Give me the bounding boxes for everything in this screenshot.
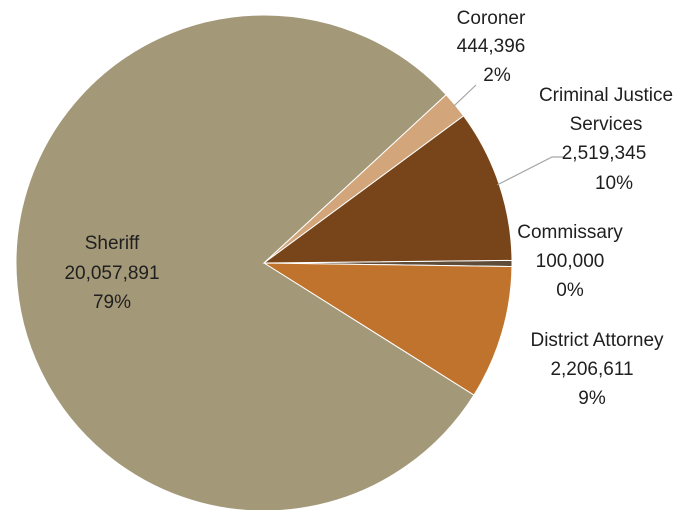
label-cjs-value: 2,519,345: [562, 143, 647, 164]
label-da-name: District Attorney: [530, 330, 664, 351]
leader-line-criminal-justice-services: [497, 156, 563, 186]
label-commissary-percent: 0%: [556, 280, 584, 301]
pie-slice-district-attorney: [262, 262, 513, 396]
label-cjs-name-line1: Criminal Justice: [539, 85, 673, 106]
label-sheriff-value: 20,057,891: [64, 263, 159, 284]
label-coroner: Coroner 444,396 2%: [457, 8, 526, 86]
label-sheriff-name: Sheriff: [85, 233, 140, 254]
label-district-attorney: District Attorney 2,206,611 9%: [530, 330, 664, 409]
label-sheriff-percent: 79%: [93, 292, 131, 313]
leader-line-coroner: [453, 84, 477, 107]
label-cjs-name-line2: Services: [570, 114, 643, 135]
label-commissary-name: Commissary: [517, 222, 623, 243]
label-sheriff: Sheriff 20,057,891 79%: [64, 233, 159, 313]
label-coroner-name: Coroner: [457, 8, 526, 29]
label-cjs-percent: 10%: [595, 173, 633, 194]
label-da-value: 2,206,611: [550, 359, 633, 380]
label-coroner-value: 444,396: [457, 36, 526, 57]
leader-lines: [453, 84, 563, 186]
label-da-percent: 9%: [578, 388, 606, 409]
label-criminal-justice-services: Criminal Justice Services 2,519,345 10%: [539, 85, 673, 194]
label-coroner-percent: 2%: [483, 65, 511, 86]
label-commissary: Commissary 100,000 0%: [517, 222, 623, 301]
pie-slices: [15, 14, 513, 510]
pie-slice-sheriff: [15, 14, 475, 510]
label-commissary-value: 100,000: [536, 251, 605, 272]
